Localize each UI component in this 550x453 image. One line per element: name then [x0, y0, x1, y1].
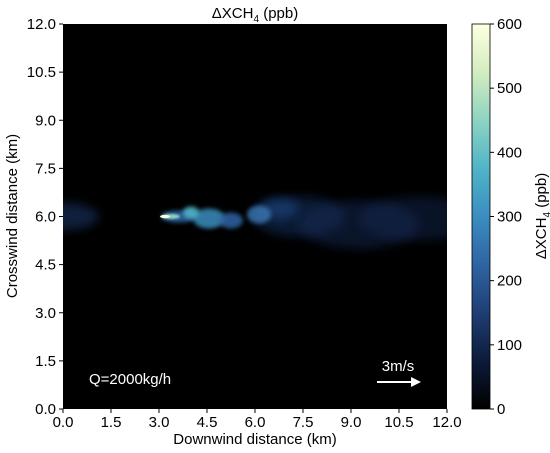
plume-cell	[247, 205, 271, 224]
colorbar-tick-label: 300	[497, 209, 522, 226]
x-tick-label: 6.0	[245, 414, 266, 431]
colorbar-tick-label: 400	[497, 144, 522, 161]
plume-haze	[63, 202, 99, 231]
y-axis: 0.0 1.5 3.0 4.5 6.0 7.5 9.0 10.5 12.0	[27, 16, 63, 418]
y-axis-label: Crosswind distance (km)	[4, 134, 21, 298]
y-tick-label: 1.5	[35, 353, 56, 370]
x-tick-label: 10.5	[384, 414, 413, 431]
x-tick-label: 12.0	[432, 414, 461, 431]
plume-cell	[183, 206, 199, 219]
chart-title: ΔXCH4 (ppb)	[212, 5, 298, 25]
x-tick-label: 3.0	[149, 414, 170, 431]
colorbar-tick-label: 200	[497, 273, 522, 290]
y-tick-label: 12.0	[27, 16, 56, 33]
colorbar-label: ΔXCH4 (ppb)	[533, 173, 550, 259]
colorbar-tick-label: 600	[497, 16, 522, 33]
x-tick-label: 9.0	[341, 414, 362, 431]
x-tick-label: 1.5	[101, 414, 122, 431]
y-tick-label: 7.5	[35, 160, 56, 177]
y-tick-label: 6.0	[35, 209, 56, 226]
plume-source	[160, 214, 170, 219]
plume-cell	[193, 208, 225, 229]
x-axis: 0.0 1.5 3.0 4.5 6.0 7.5 9.0 10.5 12.0	[53, 409, 462, 431]
y-tick-label: 3.0	[35, 305, 56, 322]
methane-plume	[63, 196, 447, 249]
colorbar	[471, 23, 491, 410]
emission-rate-label: Q=2000kg/h	[89, 371, 171, 388]
wind-speed-label: 3m/s	[382, 358, 415, 375]
plume-haze	[359, 196, 447, 241]
y-tick-label: 4.5	[35, 257, 56, 274]
plume-cell	[219, 212, 243, 229]
colorbar-tick-label: 500	[497, 80, 522, 97]
x-axis-label: Downwind distance (km)	[173, 431, 336, 448]
y-tick-label: 9.0	[35, 112, 56, 129]
wind-direction-arrow-icon	[377, 377, 421, 387]
colorbar-ticks: 0 100 200 300 400 500 600	[490, 16, 522, 418]
x-tick-label: 4.5	[197, 414, 218, 431]
x-tick-label: 0.0	[53, 414, 74, 431]
x-tick-label: 7.5	[293, 414, 314, 431]
colorbar-tick-label: 100	[497, 337, 522, 354]
y-tick-label: 10.5	[27, 64, 56, 81]
colorbar-tick-label: 0	[497, 401, 505, 418]
y-tick-label: 0.0	[35, 401, 56, 418]
